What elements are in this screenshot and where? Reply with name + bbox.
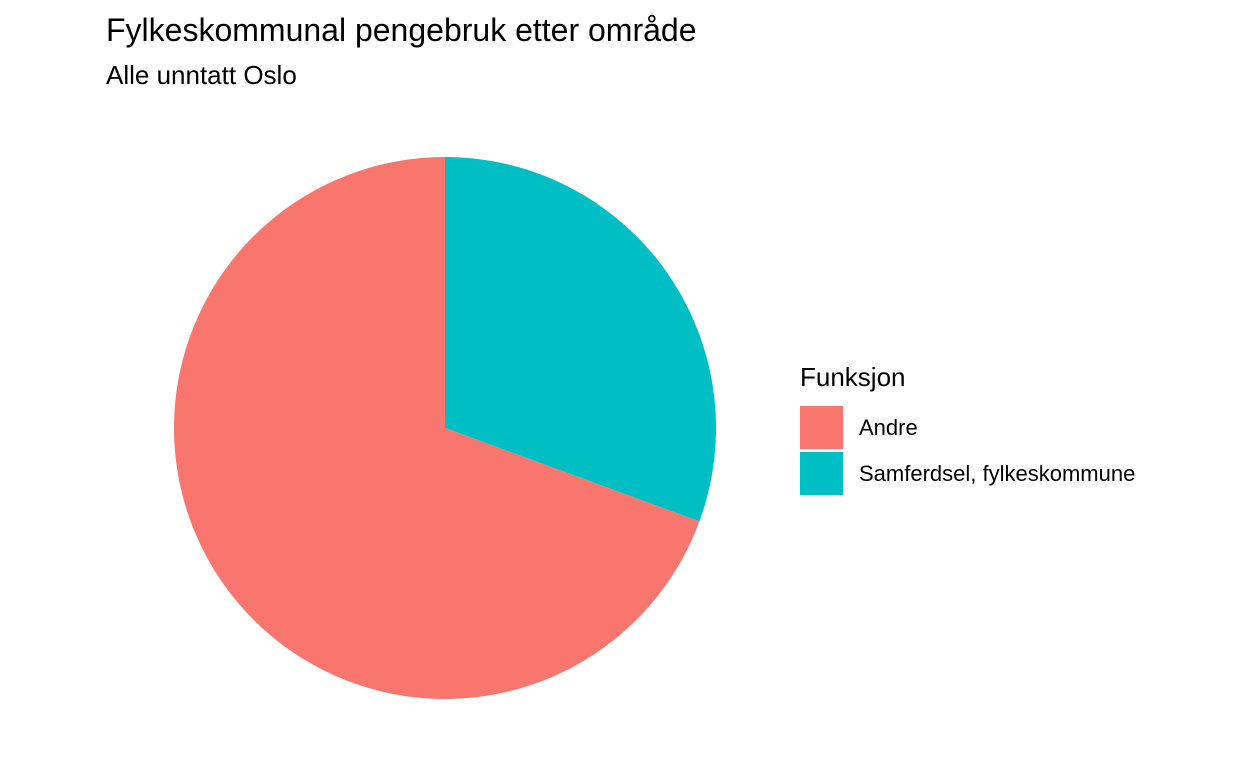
legend-title: Funksjon	[800, 362, 906, 392]
legend-key-samferdsel	[800, 452, 843, 495]
legend: Funksjon Andre Samferdsel, fylkeskommune	[800, 360, 1135, 498]
legend-item-samferdsel: Samferdsel, fylkeskommune	[800, 452, 1135, 495]
chart-subtitle: Alle unntatt Oslo	[106, 60, 297, 90]
pie-slice-samferdsel	[445, 157, 717, 522]
legend-label-andre: Andre	[859, 414, 918, 440]
chart-title: Fylkeskommunal pengebruk etter område	[106, 12, 697, 48]
legend-key-andre	[800, 406, 843, 449]
legend-item-andre: Andre	[800, 406, 1135, 449]
pie-slice-andre	[174, 157, 700, 699]
legend-label-samferdsel: Samferdsel, fylkeskommune	[859, 460, 1136, 486]
